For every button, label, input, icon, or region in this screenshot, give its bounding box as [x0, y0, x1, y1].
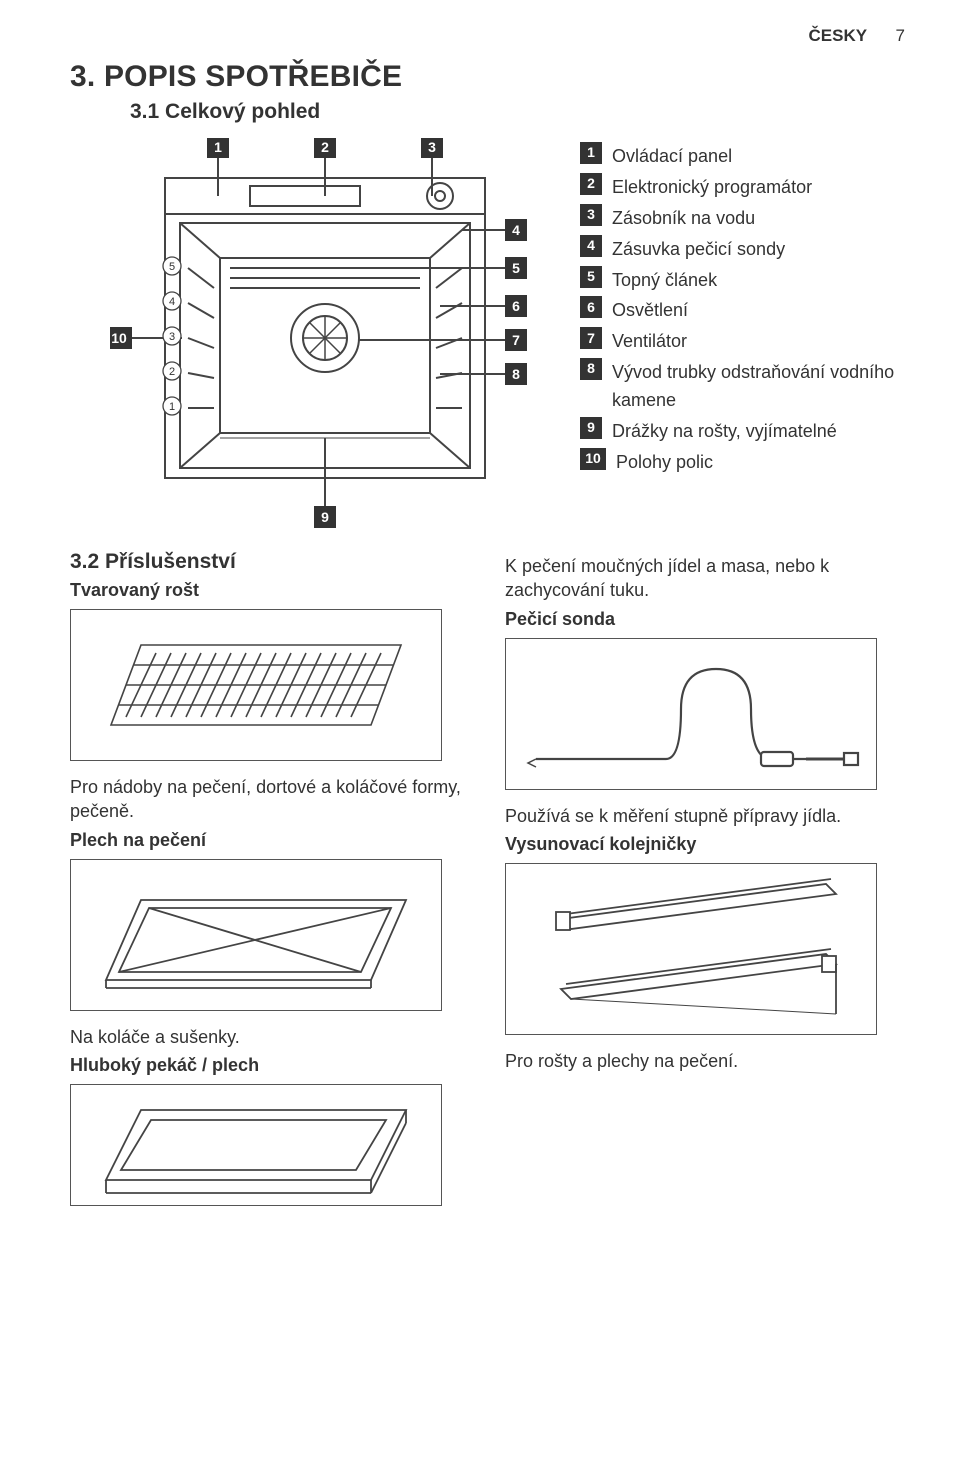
acc-desc: Pro nádoby na pečení, dortové a koláčové…: [70, 775, 470, 824]
acc-title-wire-shelf: Tvarovaný rošt: [70, 580, 470, 601]
svg-text:1: 1: [169, 401, 175, 413]
acc-title-baking-tray: Plech na pečení: [70, 830, 470, 851]
legend-item: 6Osvětlení: [580, 296, 910, 325]
svg-text:2: 2: [321, 139, 329, 155]
legend-item: 7Ventilátor: [580, 327, 910, 356]
acc-desc: Pro rošty a plechy na pečení.: [505, 1049, 910, 1073]
svg-text:5: 5: [169, 261, 175, 273]
oven-diagram: 1 2 3 4 5 6 7 8 9 10 5 4: [110, 138, 540, 528]
baking-tray-figure: [70, 859, 442, 1011]
overview-row: 1 2 3 4 5 6 7 8 9 10 5 4: [70, 138, 910, 528]
svg-text:3: 3: [428, 139, 436, 155]
accessories-right-col: K pečení moučných jídel a masa, nebo k z…: [490, 550, 910, 1220]
svg-text:6: 6: [512, 298, 520, 314]
svg-text:4: 4: [169, 296, 175, 308]
legend-item: 1Ovládací panel: [580, 142, 910, 171]
probe-figure: [505, 638, 877, 790]
svg-text:2: 2: [169, 366, 175, 378]
legend-item: 4Zásuvka pečicí sondy: [580, 235, 910, 264]
svg-text:5: 5: [512, 260, 520, 276]
svg-text:1: 1: [214, 139, 222, 155]
svg-text:7: 7: [512, 332, 520, 348]
accessories-left-col: 3.2 Příslušenství Tvarovaný rošt: [70, 550, 490, 1220]
page-number: 7: [896, 26, 905, 46]
svg-text:10: 10: [111, 330, 127, 346]
legend-item: 8Vývod trubky odstraňování vodního kamen…: [580, 358, 910, 415]
manual-page: ČESKY 7 3. POPIS SPOTŘEBIČE 3.1 Celkový …: [0, 0, 960, 1460]
rails-figure: [505, 863, 877, 1035]
lang-label: ČESKY: [809, 26, 867, 45]
subsection-3-1: 3.1 Celkový pohled: [130, 100, 910, 124]
section-title: 3. POPIS SPOTŘEBIČE: [70, 60, 910, 94]
svg-text:8: 8: [512, 366, 520, 382]
acc-desc: K pečení moučných jídel a masa, nebo k z…: [505, 554, 910, 603]
accessories-section: 3.2 Příslušenství Tvarovaný rošt: [70, 550, 910, 1220]
svg-text:9: 9: [321, 509, 329, 525]
legend-item: 2Elektronický programátor: [580, 173, 910, 202]
page-header: ČESKY 7: [809, 26, 905, 46]
deep-pan-figure: [70, 1084, 442, 1206]
legend-item: 3Zásobník na vodu: [580, 204, 910, 233]
subsection-3-2: 3.2 Příslušenství: [70, 550, 470, 574]
acc-title-deep-pan: Hluboký pekáč / plech: [70, 1055, 470, 1076]
acc-title-rails: Vysunovací kolejničky: [505, 834, 910, 855]
acc-title-probe: Pečicí sonda: [505, 609, 910, 630]
legend-item: 10Polohy polic: [580, 448, 910, 477]
svg-text:4: 4: [512, 222, 520, 238]
wire-shelf-figure: [70, 609, 442, 761]
legend-list: 1Ovládací panel 2Elektronický programáto…: [580, 142, 910, 479]
acc-desc: Na koláče a sušenky.: [70, 1025, 470, 1049]
legend-item: 9Drážky na rošty, vyjímatelné: [580, 417, 910, 446]
legend-item: 5Topný článek: [580, 266, 910, 295]
acc-desc: Používá se k měření stupně přípravy jídl…: [505, 804, 910, 828]
svg-text:3: 3: [169, 331, 175, 343]
